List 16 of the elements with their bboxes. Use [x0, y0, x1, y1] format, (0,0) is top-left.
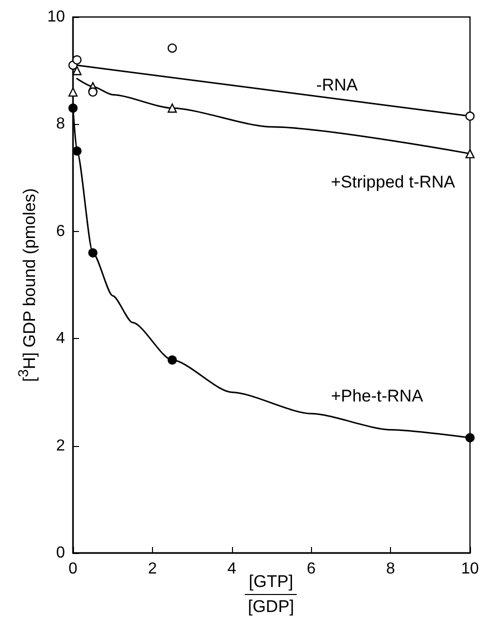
x-tick-label: 10	[461, 560, 479, 578]
annotation: +Phe-t-RNA	[330, 386, 424, 406]
y-tick-label: 8	[56, 116, 66, 133]
x-tick-label: 4	[227, 560, 236, 578]
y-tick-label: 0	[56, 544, 66, 562]
annotation: -RNA	[316, 76, 358, 94]
x-axis-title: [GTP] [GDP]	[246, 572, 296, 617]
x-tick-label: 2	[148, 560, 157, 578]
y-tick-label: 10	[47, 8, 66, 26]
y-tick-label: 4	[56, 330, 66, 348]
x-tick-label: 6	[306, 560, 316, 578]
y-tick-label: 2	[56, 437, 66, 454]
annotation: +Stripped t-RNA	[330, 172, 456, 192]
x-tick-label: 8	[386, 560, 396, 578]
y-tick-label: 6	[56, 222, 66, 240]
x-tick-label: 0	[68, 560, 78, 578]
